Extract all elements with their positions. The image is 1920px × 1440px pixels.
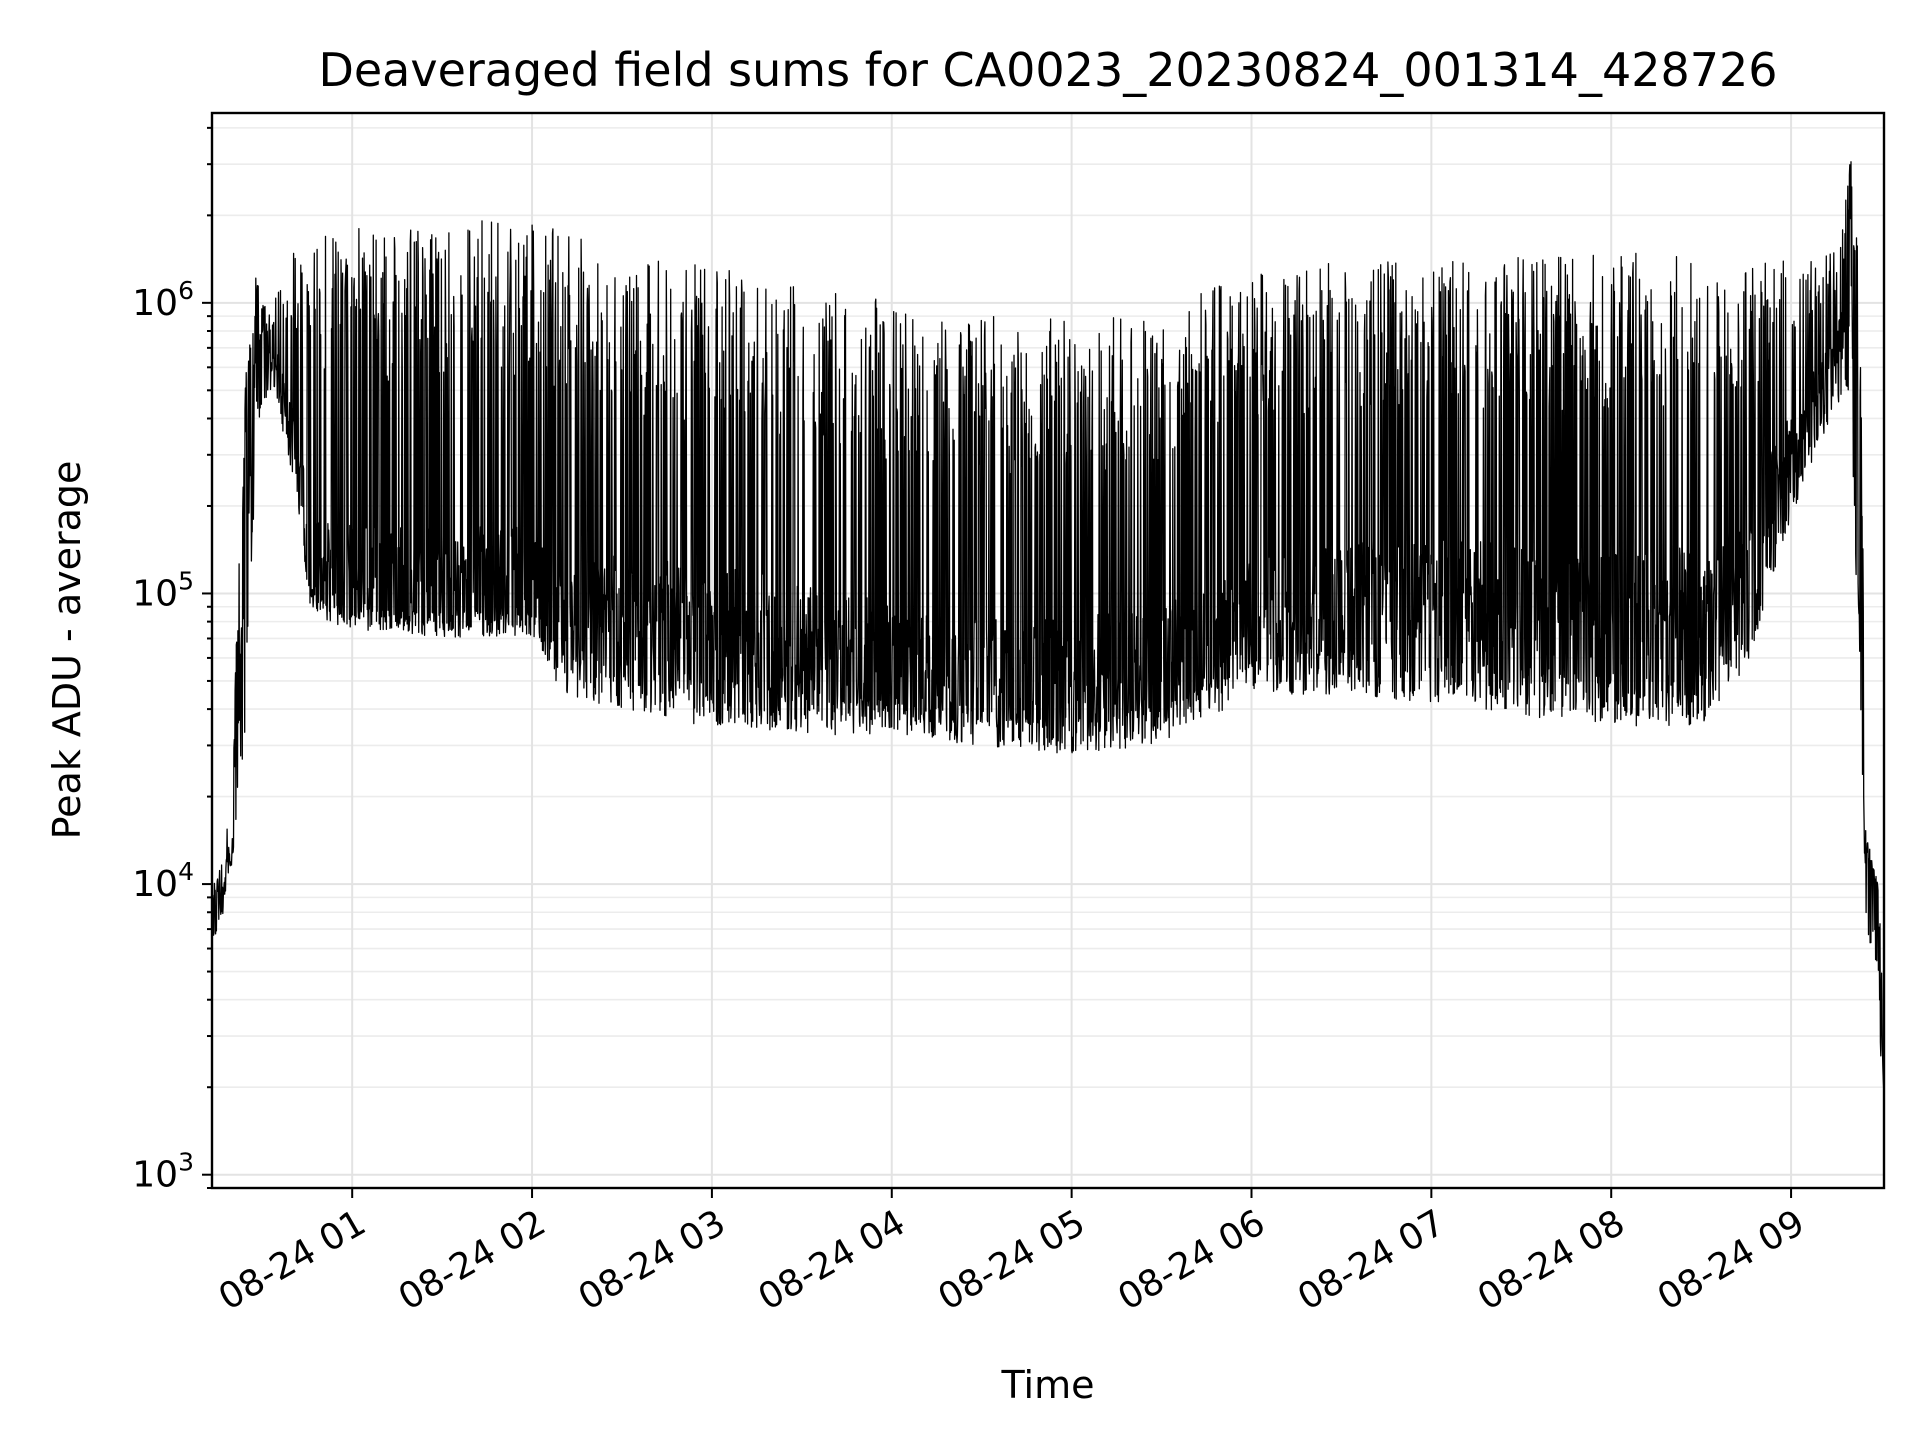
y-axis-label: Peak ADU - average — [45, 461, 89, 840]
x-tick-label: 08-24 08 — [1471, 1202, 1632, 1318]
x-tick-label: 08-24 05 — [931, 1202, 1092, 1318]
y-tick-label: 103 — [132, 1148, 194, 1196]
x-tick-label: 08-24 07 — [1291, 1202, 1452, 1318]
x-tick-label: 08-24 06 — [1111, 1202, 1272, 1318]
x-tick-label: 08-24 09 — [1651, 1202, 1812, 1318]
x-tick-label: 08-24 01 — [212, 1202, 373, 1318]
y-tick-label: 104 — [132, 857, 194, 905]
plot-frame — [210, 111, 1886, 1190]
x-axis-label: Time — [1001, 1363, 1095, 1407]
x-tick-label: 08-24 02 — [392, 1202, 553, 1318]
x-tick-label: 08-24 03 — [572, 1202, 733, 1318]
y-tick-label: 106 — [132, 276, 194, 324]
plot-layer — [211, 161, 1885, 1088]
x-tick-label: 08-24 04 — [752, 1202, 913, 1318]
y-tick-label: 105 — [132, 566, 194, 614]
chart-title: Deaveraged field sums for CA0023_2023082… — [318, 43, 1777, 97]
series-line — [211, 161, 1885, 1088]
